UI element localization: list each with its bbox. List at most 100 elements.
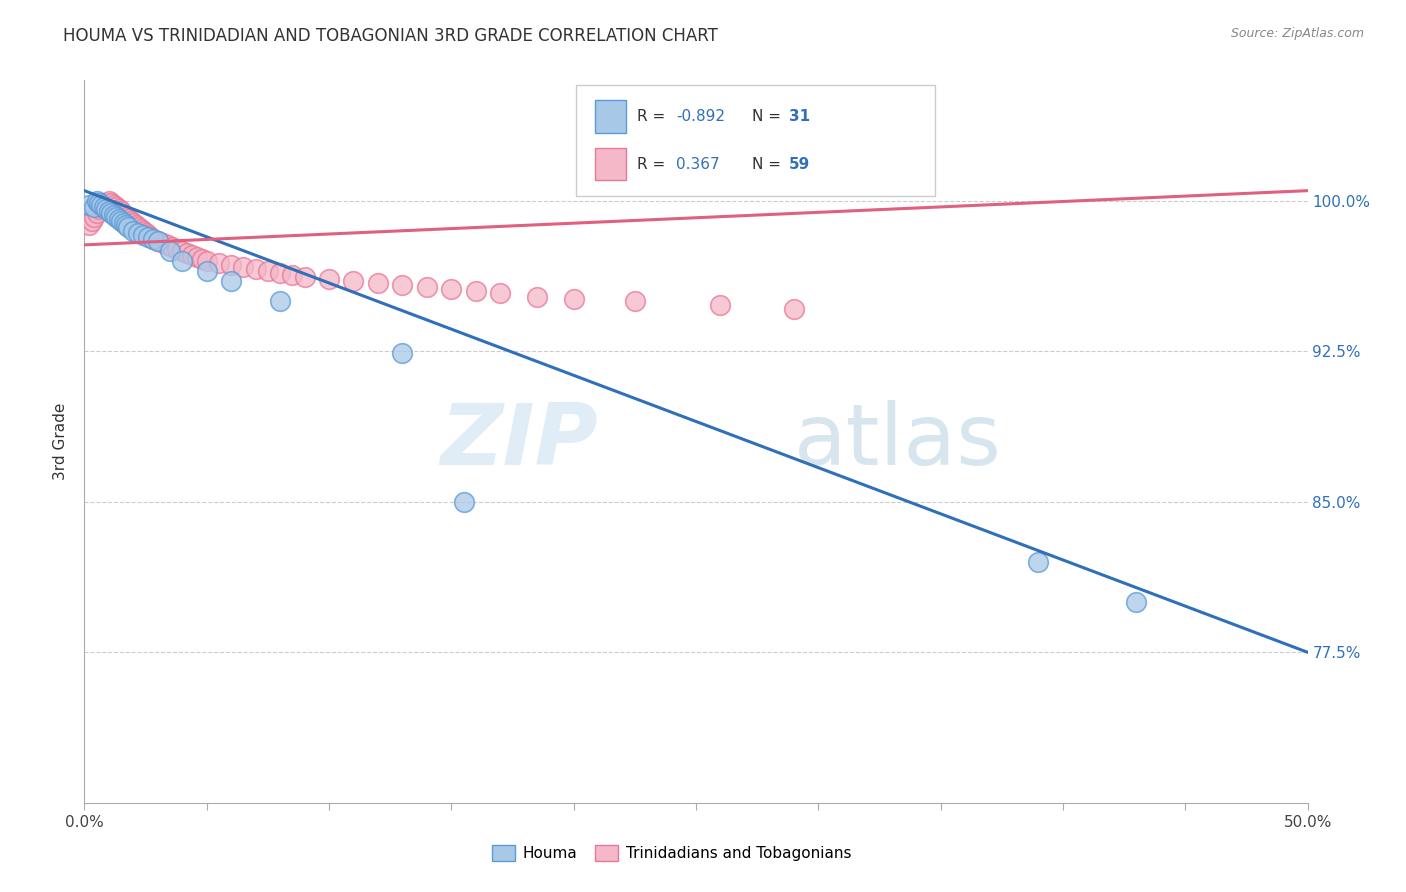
Point — [269, 266, 291, 280]
Point — [97, 194, 120, 208]
Point — [269, 294, 291, 309]
Point — [86, 205, 108, 219]
Text: HOUMA VS TRINIDADIAN AND TOBAGONIAN 3RD GRADE CORRELATION CHART: HOUMA VS TRINIDADIAN AND TOBAGONIAN 3RD … — [63, 27, 718, 45]
Point — [318, 272, 340, 286]
Point — [624, 294, 647, 309]
Point — [195, 264, 218, 278]
Point — [132, 224, 155, 238]
Point — [96, 195, 118, 210]
Point — [117, 211, 139, 226]
Point — [136, 230, 159, 244]
Point — [122, 224, 145, 238]
Point — [96, 202, 118, 216]
Point — [208, 256, 231, 270]
Point — [100, 195, 122, 210]
Point — [783, 302, 806, 317]
Point — [562, 292, 585, 306]
Point — [112, 216, 135, 230]
Point — [90, 200, 112, 214]
Point — [135, 226, 157, 240]
Point — [110, 213, 132, 227]
Text: R =: R = — [637, 157, 671, 171]
Point — [526, 290, 548, 304]
Point — [146, 234, 169, 248]
Text: N =: N = — [752, 157, 786, 171]
Point — [391, 346, 413, 360]
Point — [172, 244, 194, 258]
Point — [127, 219, 149, 234]
Point — [107, 211, 129, 226]
Point — [186, 250, 208, 264]
Point — [115, 218, 138, 232]
Point — [142, 232, 165, 246]
Point — [100, 205, 122, 219]
Point — [1028, 555, 1050, 569]
Point — [162, 240, 184, 254]
Point — [125, 218, 148, 232]
Text: R =: R = — [637, 110, 671, 124]
Point — [342, 274, 364, 288]
Point — [257, 264, 280, 278]
Point — [139, 230, 162, 244]
Point — [80, 213, 103, 227]
Point — [146, 234, 169, 248]
Point — [367, 276, 389, 290]
Text: atlas: atlas — [794, 400, 1002, 483]
Point — [219, 258, 242, 272]
Point — [166, 242, 188, 256]
Point — [489, 286, 512, 301]
Point — [77, 197, 100, 211]
Point — [117, 219, 139, 234]
Point — [129, 222, 152, 236]
Point — [159, 244, 181, 258]
Point — [391, 278, 413, 293]
Text: 0.367: 0.367 — [676, 157, 720, 171]
Text: ZIP: ZIP — [440, 400, 598, 483]
Point — [77, 218, 100, 232]
Point — [176, 246, 198, 260]
Text: N =: N = — [752, 110, 786, 124]
Text: 59: 59 — [789, 157, 810, 171]
Point — [132, 227, 155, 242]
Point — [142, 232, 165, 246]
Point — [219, 274, 242, 288]
Point — [83, 210, 105, 224]
Point — [93, 200, 115, 214]
Point — [90, 197, 112, 211]
Point — [152, 235, 174, 250]
Text: Source: ZipAtlas.com: Source: ZipAtlas.com — [1230, 27, 1364, 40]
Point — [112, 208, 135, 222]
Point — [416, 280, 439, 294]
Point — [110, 203, 132, 218]
Text: 31: 31 — [789, 110, 810, 124]
Point — [294, 270, 316, 285]
Point — [191, 252, 214, 266]
Point — [107, 202, 129, 216]
Point — [105, 210, 128, 224]
Point — [83, 200, 105, 214]
Point — [122, 216, 145, 230]
Point — [103, 208, 125, 222]
Point — [232, 260, 254, 274]
Point — [464, 284, 486, 298]
Point — [103, 197, 125, 211]
Point — [97, 203, 120, 218]
Point — [87, 195, 110, 210]
Point — [709, 298, 731, 312]
Point — [181, 248, 204, 262]
Point — [172, 254, 194, 268]
Point — [281, 268, 304, 282]
Point — [115, 210, 138, 224]
Point — [127, 226, 149, 240]
Y-axis label: 3rd Grade: 3rd Grade — [53, 403, 69, 480]
Point — [93, 197, 115, 211]
Point — [87, 202, 110, 216]
Legend: Houma, Trinidadians and Tobagonians: Houma, Trinidadians and Tobagonians — [485, 839, 858, 867]
Point — [86, 194, 108, 208]
Point — [1125, 595, 1147, 609]
Point — [440, 282, 463, 296]
Point — [136, 227, 159, 242]
Point — [453, 494, 475, 508]
Point — [105, 200, 128, 214]
Point — [120, 213, 142, 227]
